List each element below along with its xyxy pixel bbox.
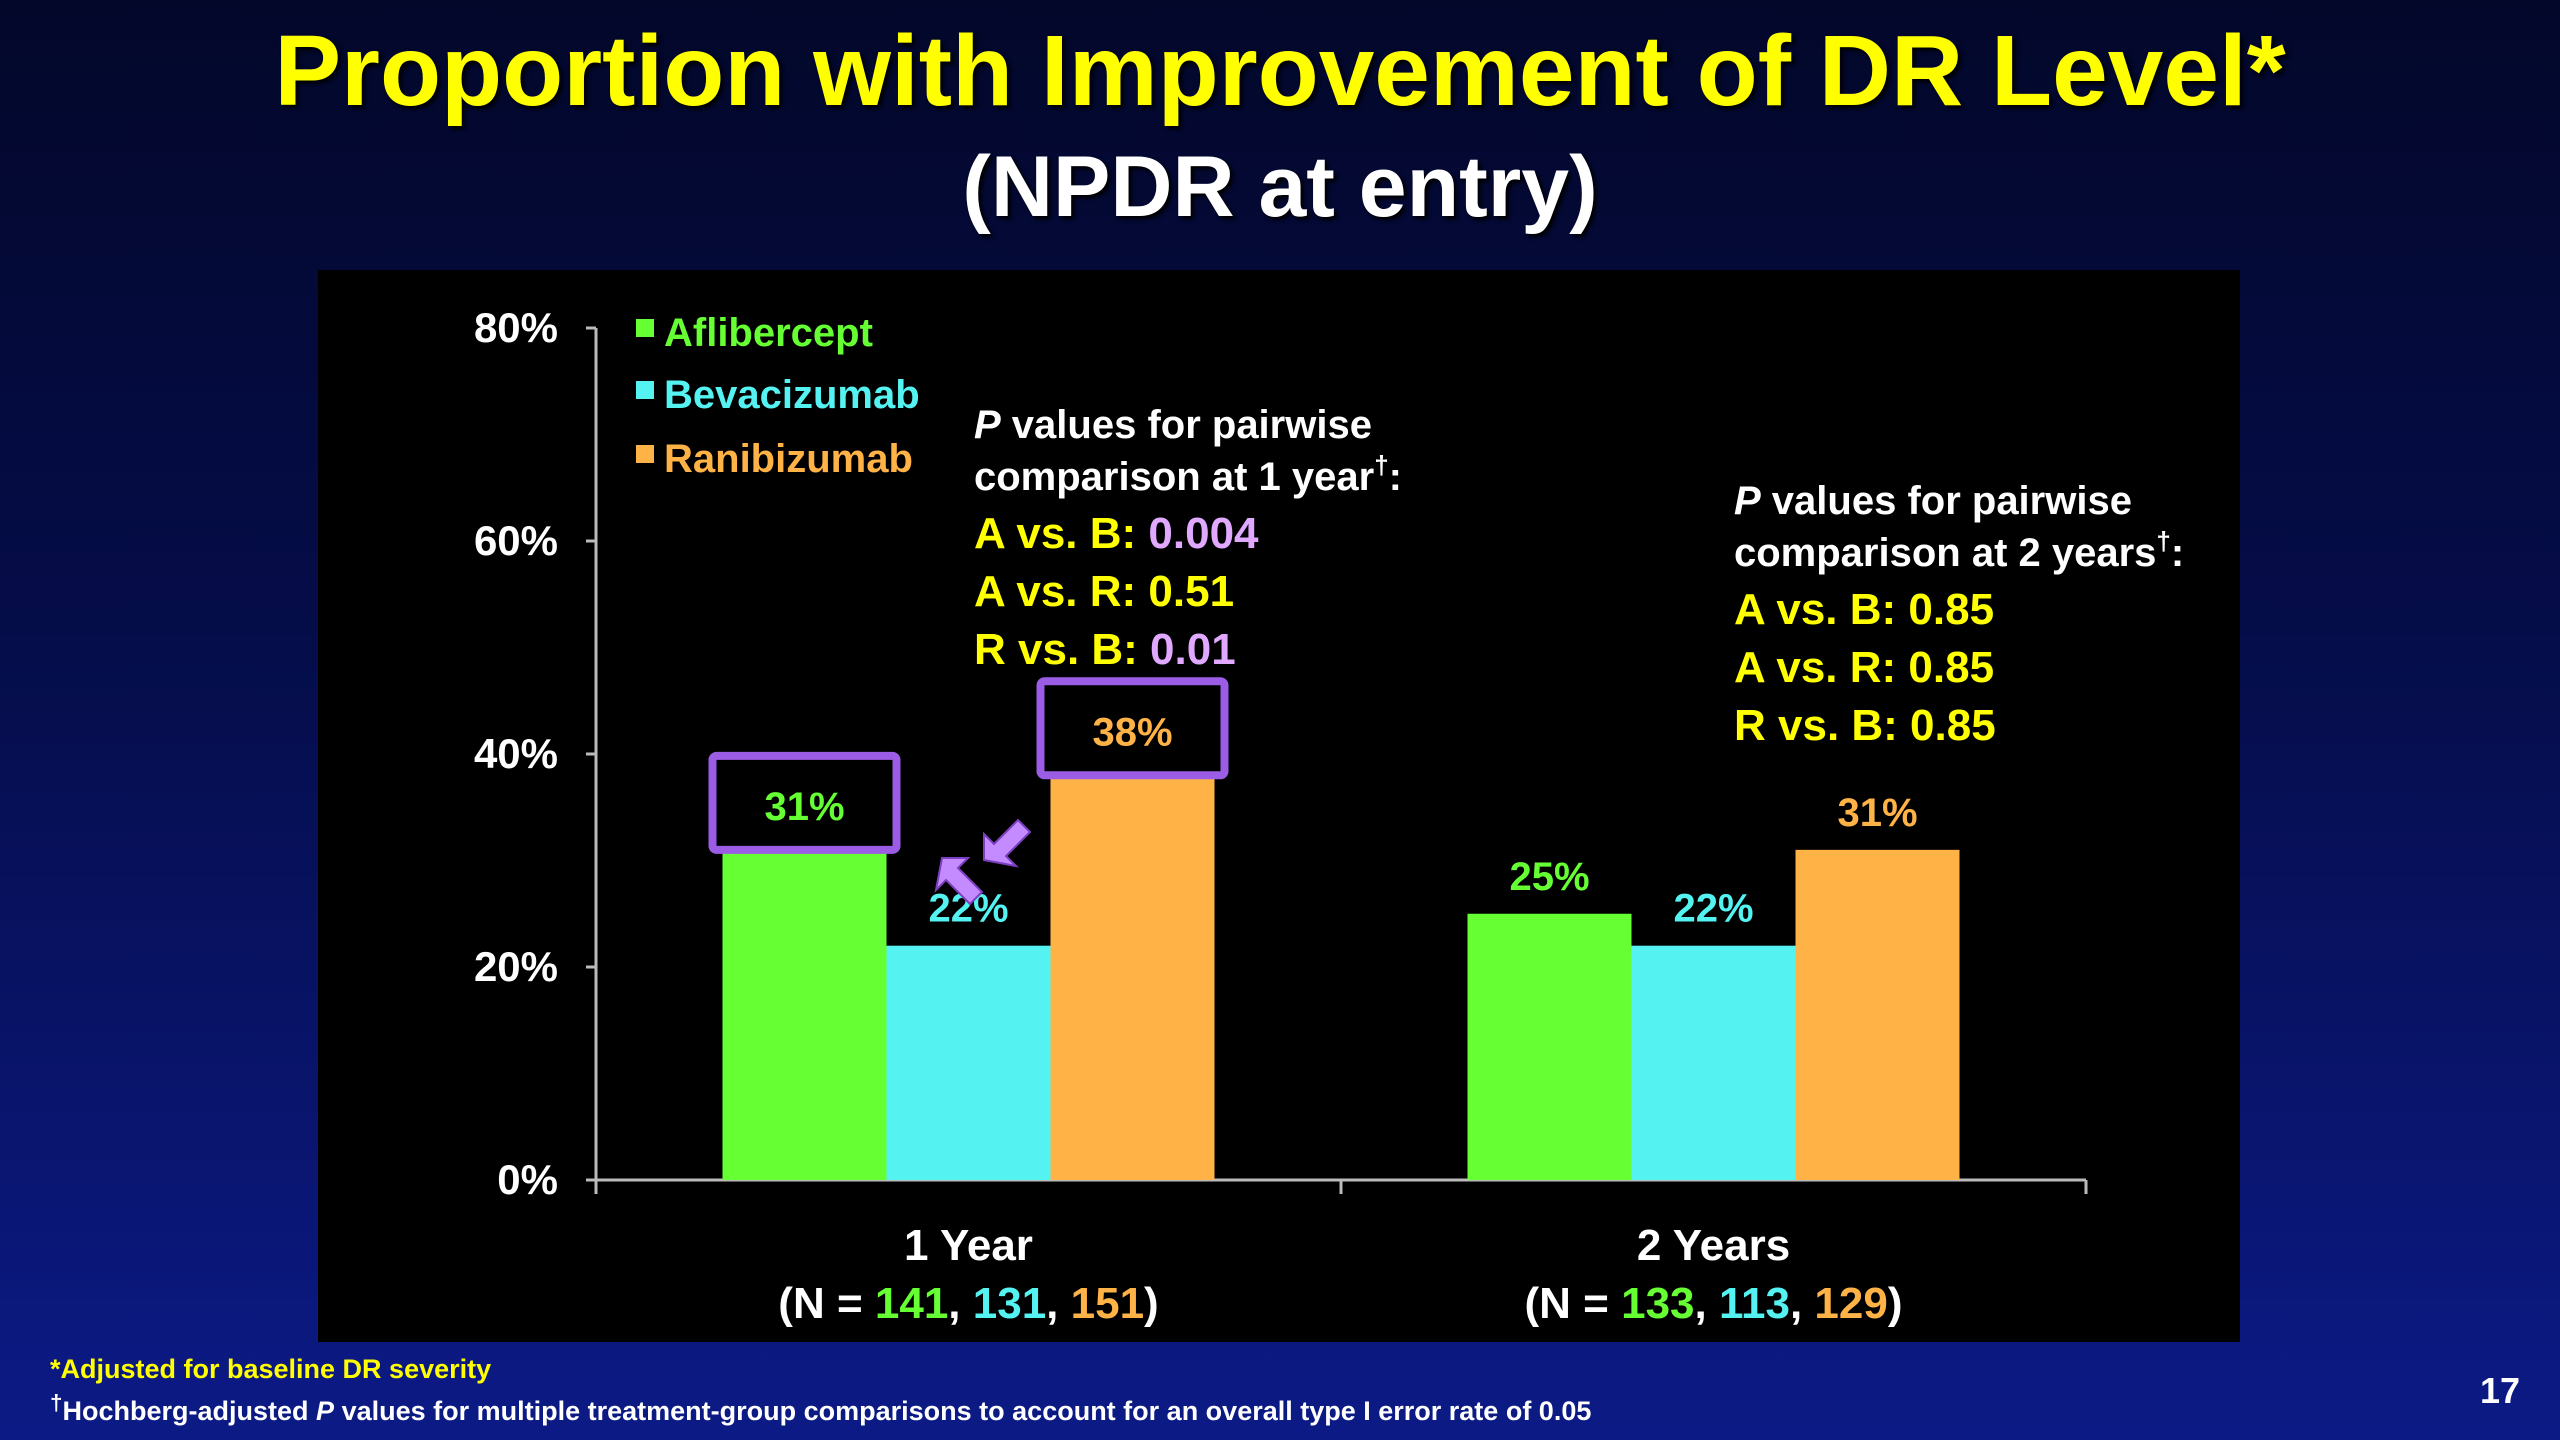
bar-chart: 0% 20% 40% 60% 80% 31% 22% 38% 1 Year (N = 141, 1…: [474, 304, 2184, 1328]
bar-bevacizumab-2: [1631, 945, 1796, 1180]
bar-aflibercept-2: [1467, 913, 1632, 1180]
annotation-heading: comparison at 2 years†:: [1734, 526, 2184, 575]
y-tick-label: 60%: [474, 517, 558, 564]
x-category-n: (N = 133, 113, 129): [1525, 1279, 1903, 1328]
comparison-row: R vs. B: 0.85: [1734, 701, 1996, 750]
bar-aflibercept-1: [722, 849, 887, 1180]
legend-label: Aflibercept: [664, 311, 873, 355]
dagger-mark: †: [50, 1390, 63, 1415]
y-tick-label: 0%: [497, 1156, 558, 1203]
comparison-row: A vs. B: 0.004: [974, 509, 1259, 558]
comparison-row: A vs. R: 0.51: [974, 567, 1234, 616]
y-tick-label: 20%: [474, 943, 558, 990]
bar-ranibizumab-2: [1795, 849, 1960, 1180]
slide-title: Proportion with Improvement of DR Level*: [274, 15, 2286, 127]
footnote-hochberg-post: values for multiple treatment-group comp…: [334, 1396, 1592, 1426]
bar-bevacizumab-1: [886, 945, 1051, 1180]
data-label: 25%: [1509, 855, 1589, 899]
y-tick-label: 80%: [474, 304, 558, 351]
legend-swatch: [636, 381, 654, 399]
comparison-row: A vs. B: 0.85: [1734, 585, 1994, 634]
annotation-heading: P values for pairwise: [1734, 479, 2132, 523]
arrow-icon: [983, 818, 1032, 868]
footnote-hochberg-pre: Hochberg-adjusted: [62, 1396, 317, 1426]
x-category-label: 2 Years: [1637, 1221, 1790, 1270]
footnote-hochberg: †Hochberg-adjusted P values for multiple…: [50, 1390, 1591, 1427]
highlight-box: [708, 751, 901, 854]
page-number: 17: [2479, 1370, 2520, 1411]
data-label: 31%: [1837, 791, 1917, 835]
legend-label: Ranibizumab: [664, 437, 913, 481]
data-label: 22%: [1673, 887, 1753, 931]
legend-swatch: [636, 319, 654, 337]
comparison-row: A vs. R: 0.85: [1734, 643, 1994, 692]
data-label: 31%: [764, 785, 844, 829]
arrow-icon: [934, 857, 984, 906]
footnote-adjusted: *Adjusted for baseline DR severity: [50, 1354, 492, 1384]
data-label: 38%: [1092, 710, 1172, 754]
footnote-p-italic: P: [316, 1396, 335, 1426]
highlight-box: [1036, 677, 1229, 780]
annotation-heading: P values for pairwise: [974, 403, 1372, 447]
slide-subtitle: (NPDR at entry): [962, 139, 1598, 235]
legend-swatch: [636, 445, 654, 463]
annotation-heading: comparison at 1 year†:: [974, 450, 1402, 499]
comparison-row: R vs. B: 0.01: [974, 625, 1236, 674]
x-category-label: 1 Year: [904, 1221, 1033, 1270]
y-tick-label: 40%: [474, 730, 558, 777]
bar-ranibizumab-1: [1050, 775, 1215, 1180]
x-category-n: (N = 141, 131, 151): [778, 1279, 1158, 1328]
chart-panel: 0% 20% 40% 60% 80% 31% 22% 38% 1 Year (N = 141, 1…: [318, 270, 2240, 1342]
legend-label: Bevacizumab: [664, 373, 920, 417]
